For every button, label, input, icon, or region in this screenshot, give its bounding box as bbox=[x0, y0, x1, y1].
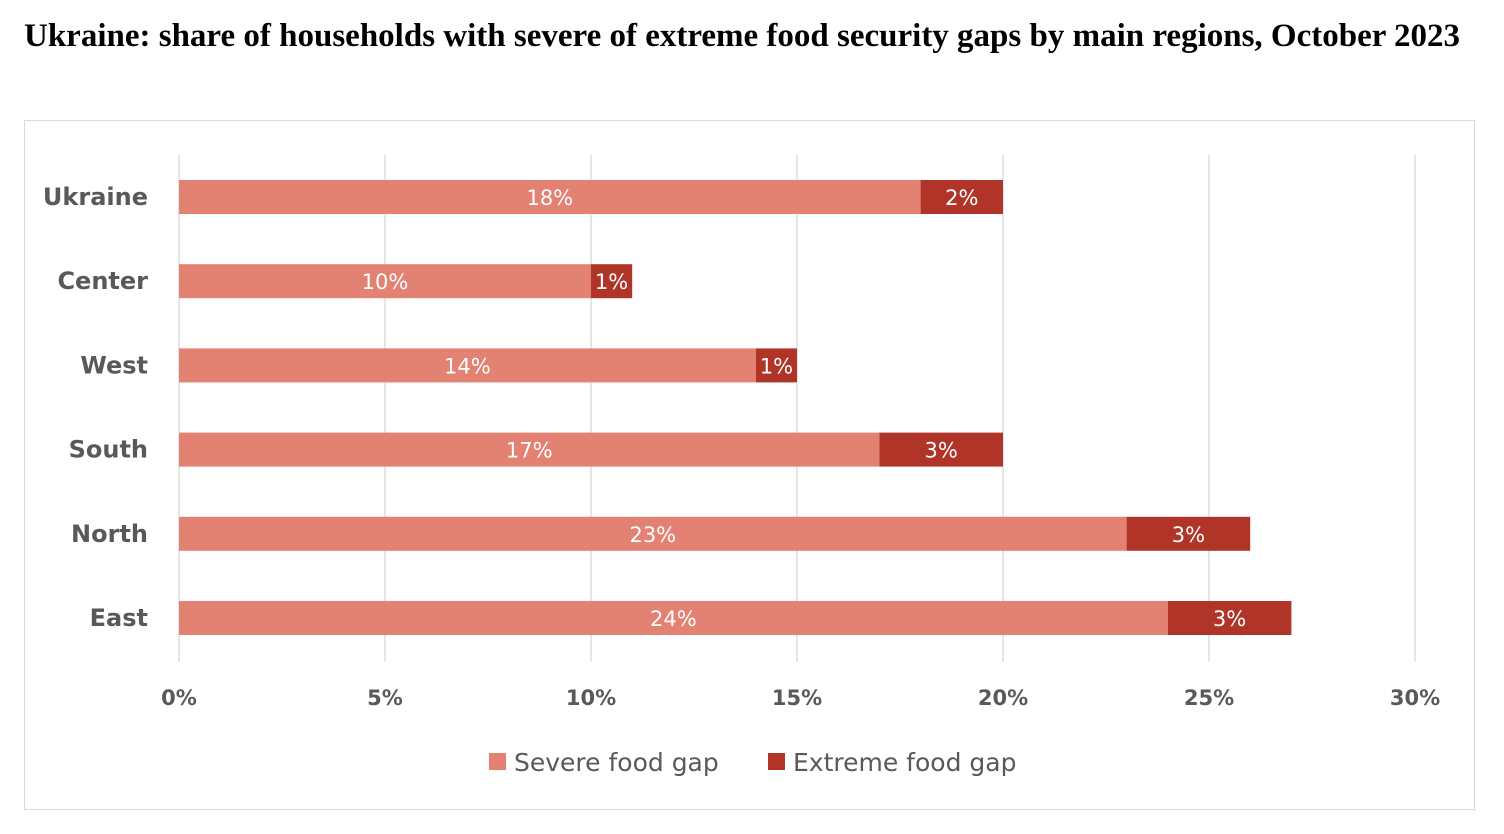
bar-extreme bbox=[879, 432, 1003, 467]
data-label: 17% bbox=[506, 439, 553, 463]
x-tick-label: 15% bbox=[772, 686, 822, 710]
bar-severe bbox=[179, 516, 1127, 551]
bar-extreme bbox=[591, 264, 633, 299]
category-label: Ukraine bbox=[43, 183, 148, 211]
data-label: 1% bbox=[595, 270, 628, 294]
x-tick-label: 5% bbox=[367, 686, 403, 710]
data-label: 10% bbox=[362, 270, 409, 294]
bar-extreme bbox=[1167, 601, 1292, 635]
category-label: West bbox=[80, 351, 148, 379]
bar-severe bbox=[179, 432, 880, 467]
category-label: North bbox=[71, 520, 148, 548]
legend-swatch bbox=[768, 753, 785, 770]
category-label: South bbox=[69, 436, 148, 464]
data-label: 14% bbox=[444, 354, 491, 378]
labels: 0% 5% 10% 15% 20% 25% 30% Ukraine 18% 2% Center 10%… bbox=[43, 183, 1440, 710]
data-label: 18% bbox=[526, 186, 573, 210]
legend-swatch bbox=[489, 753, 506, 770]
data-label: 1% bbox=[760, 354, 793, 378]
x-tick-label: 20% bbox=[978, 686, 1028, 710]
legend-label: Extreme food gap bbox=[793, 748, 1016, 777]
bar-extreme bbox=[755, 348, 797, 383]
data-label: 24% bbox=[650, 607, 697, 631]
data-label: 23% bbox=[629, 523, 676, 547]
bar-severe bbox=[179, 264, 591, 299]
bar-severe bbox=[179, 348, 756, 383]
data-label: 3% bbox=[925, 439, 958, 463]
bars bbox=[179, 180, 1292, 635]
bar-extreme bbox=[1126, 516, 1251, 551]
category-label: Center bbox=[57, 267, 148, 295]
data-label: 2% bbox=[945, 186, 978, 210]
bar-extreme bbox=[920, 180, 1003, 214]
x-tick-label: 30% bbox=[1390, 686, 1440, 710]
chart-title: Ukraine: share of households with severe… bbox=[24, 18, 1461, 54]
gridlines bbox=[178, 155, 1416, 662]
bar-severe bbox=[179, 180, 921, 214]
x-tick-label: 25% bbox=[1184, 686, 1234, 710]
x-tick-label: 0% bbox=[161, 686, 197, 710]
x-tick-label: 10% bbox=[566, 686, 616, 710]
category-label: East bbox=[90, 604, 148, 632]
data-label: 3% bbox=[1213, 607, 1246, 631]
legend: Severe food gap Extreme food gap bbox=[489, 748, 1016, 777]
legend-label: Severe food gap bbox=[514, 748, 719, 777]
bar-severe bbox=[179, 601, 1168, 635]
data-label: 3% bbox=[1172, 523, 1205, 547]
